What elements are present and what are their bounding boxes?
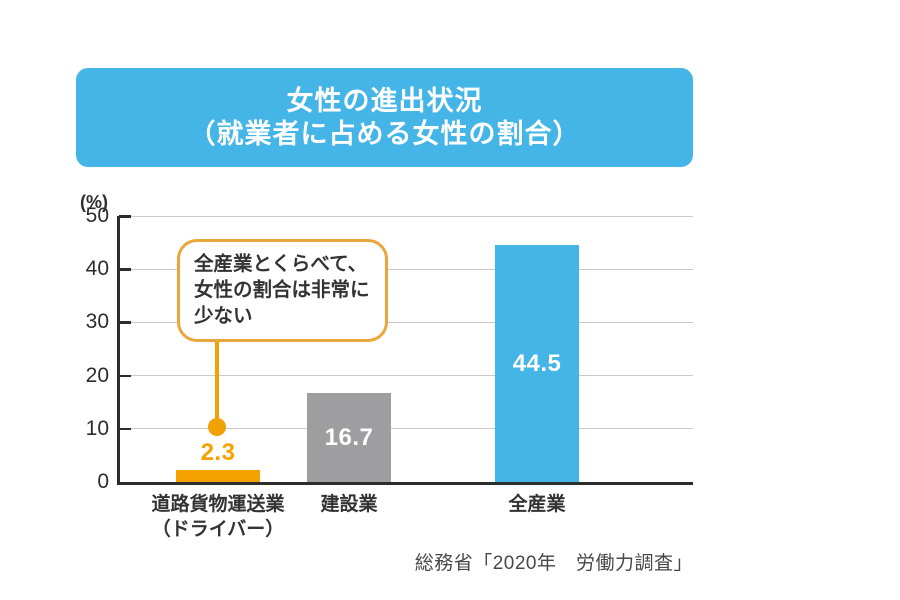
y-axis-tick-label-0: 0 [97,470,109,493]
y-axis-tick-label-30: 30 [85,310,109,334]
y-axis-tick-30 [119,321,131,324]
bar-value-label-0: 2.3 [200,438,236,466]
category-label-1: 建設業 [259,492,439,517]
callout-leader-line [215,341,219,427]
category-label-0: 道路貨物運送業 （ドライバー） [128,492,308,542]
callout-line-1: 全産業とくらべて、 [194,253,368,275]
bar-0 [176,469,260,482]
bar-value-label-2: 44.5 [512,349,562,377]
y-axis-tick-label-20: 20 [85,363,109,387]
gridline-50 [119,215,693,217]
category-label-line: （ドライバー） [151,519,285,540]
callout-line-3: 少ない [194,305,253,327]
gridline-40 [119,268,693,270]
title-banner: 女性の進出状況 （就業者に占める女性の割合） [76,68,693,167]
y-axis-tick-label-40: 40 [85,257,109,281]
bar-1 [307,393,391,482]
category-label-line: 建設業 [320,494,378,515]
y-axis-tick-50 [119,215,131,218]
category-label-2: 全産業 [447,492,627,517]
gridline-30 [119,321,693,323]
x-axis-line [117,482,693,485]
y-axis-tick-label-50: 50 [85,204,109,227]
callout-line-2: 女性の割合は非常に [194,279,370,301]
gridline-10 [119,428,693,430]
category-label-line: 道路貨物運送業 [151,494,285,515]
y-axis-tick-10 [119,427,131,431]
title-line-2: （就業者に占める女性の割合） [188,118,581,149]
gridline-20 [119,375,693,377]
y-axis-line [117,216,120,485]
category-label-line: 全産業 [508,494,566,515]
plot-area: 0 10 20 30 40 50 2.3 道路貨物運送業 （ドライバー） 16.7 建設業 44.5 全… [86,204,693,540]
bar-2 [495,245,579,482]
y-axis-unit-label: (%) [80,192,108,212]
annotation-callout: 全産業とくらべて、 女性の割合は非常に 少ない [177,239,388,342]
bar-value-label-1: 16.7 [324,423,374,451]
source-citation: 総務省「2020年 労働力調査」 [414,553,693,574]
callout-leader-dot [208,418,226,436]
y-axis-tick-label-10: 10 [85,416,109,440]
y-axis-tick-40 [119,268,131,271]
y-axis-tick-20 [119,374,131,378]
title-line-1: 女性の進出状況 [286,85,483,116]
